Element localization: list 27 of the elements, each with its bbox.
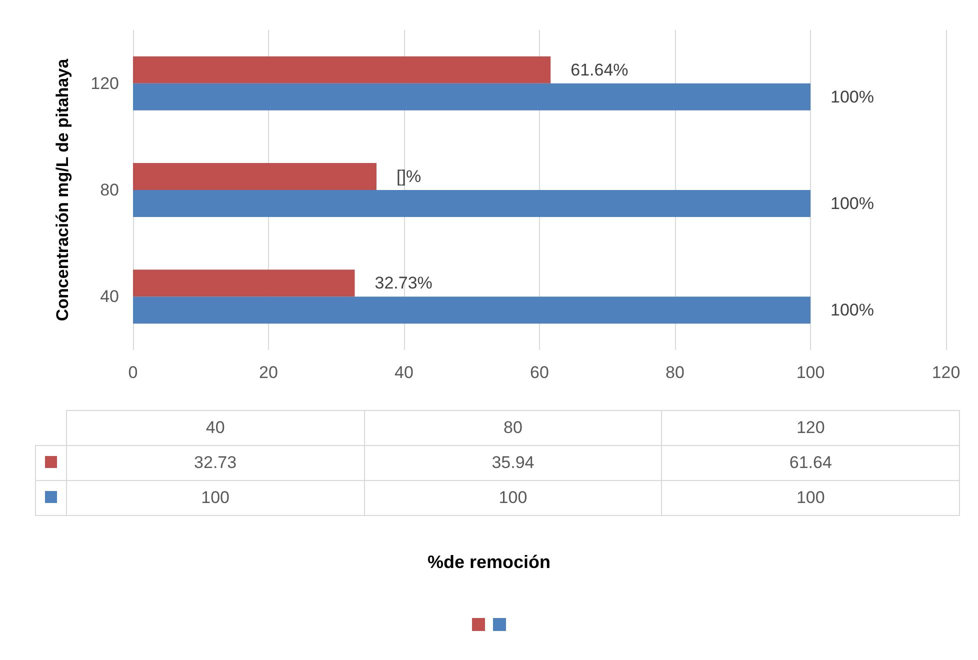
text: %de remoción xyxy=(426,552,552,573)
data-label: 32.73% xyxy=(374,274,432,293)
text: 100 xyxy=(66,480,364,516)
x-tick-label: 60 xyxy=(530,363,549,382)
x-tick-label: 0 xyxy=(128,363,138,382)
data-label: 100% xyxy=(830,194,874,213)
text: 100 xyxy=(662,480,960,516)
text: 61.64 xyxy=(662,446,960,480)
data-label: 61.64% xyxy=(570,60,628,80)
x-tick-label: 120 xyxy=(932,363,960,382)
x-tick-label: 20 xyxy=(259,363,278,382)
y-tick-label: 80 xyxy=(100,180,119,200)
category-label: 80 xyxy=(504,418,522,437)
text: 32.73 xyxy=(66,446,364,480)
category-label: 40 xyxy=(206,418,225,437)
category-label: 120 xyxy=(796,418,825,437)
x-tick-label: 100 xyxy=(796,363,825,382)
data-label: 100% xyxy=(830,87,874,106)
y-tick-label: 40 xyxy=(100,287,119,306)
y-tick-label: 120 xyxy=(90,74,119,93)
text: 35.94 xyxy=(364,446,662,480)
x-tick-label: 80 xyxy=(666,363,684,382)
y-axis-title: Concentración mg/L de pitahaya xyxy=(53,58,72,322)
x-tick-label: 40 xyxy=(394,363,414,382)
data-label: []% xyxy=(396,167,422,186)
data-label: 100% xyxy=(830,300,874,320)
text: 100 xyxy=(364,480,662,516)
